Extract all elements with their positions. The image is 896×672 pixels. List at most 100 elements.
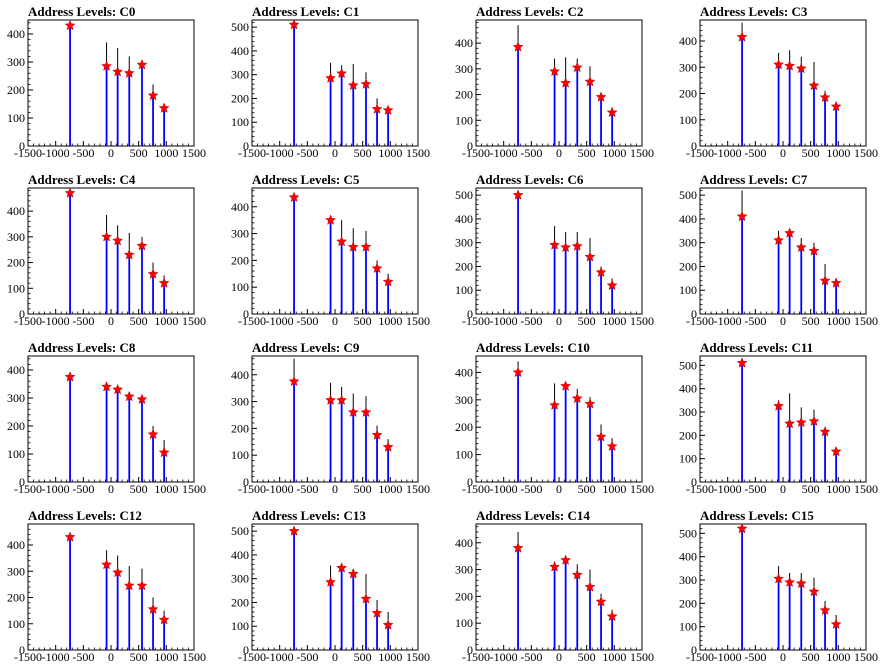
- histogram-panel: Address Levels: C13 -1500 -1000 -500 0 500 100…: [224, 504, 448, 672]
- peak-star-marker: [371, 103, 383, 114]
- x-tick-label: 500: [354, 314, 372, 328]
- y-tick-label: 300: [679, 405, 697, 419]
- peak-star-marker: [371, 607, 383, 618]
- peak-star-marker: [808, 79, 820, 91]
- x-tick-label: -500: [296, 314, 318, 328]
- peak-star-marker: [830, 445, 842, 457]
- y-tick-label: 300: [231, 572, 249, 586]
- peak-star-marker: [571, 392, 583, 404]
- peak-star-marker: [158, 446, 170, 458]
- y-tick-label: 200: [455, 420, 473, 434]
- x-tick-label: -1000: [266, 650, 294, 664]
- y-tick-label: 400: [231, 44, 249, 58]
- peak-star-marker: [382, 441, 394, 452]
- x-tick-label: -1000: [42, 482, 70, 496]
- panel-title: Address Levels: C1: [252, 4, 360, 19]
- panel-title: Address Levels: C13: [252, 508, 366, 523]
- x-tick-label: -1500: [14, 314, 42, 328]
- x-tick-label: 500: [578, 146, 596, 160]
- histogram-panel: Address Levels: C6 -1500 -1000 -500 0 500 1000…: [448, 168, 672, 336]
- y-tick-label: 0: [467, 475, 473, 489]
- x-tick-label: 1000: [154, 650, 178, 664]
- y-tick-label: 100: [231, 115, 249, 129]
- peak-star-marker: [512, 41, 524, 52]
- x-tick-label: 1500: [630, 146, 654, 160]
- plot-frame: [475, 19, 643, 147]
- peak-star-marker: [158, 102, 170, 113]
- x-tick-label: 1500: [406, 650, 430, 664]
- peak-star-marker: [325, 576, 337, 587]
- peak-star-marker: [819, 604, 831, 615]
- peak-star-marker: [571, 61, 583, 73]
- y-tick-label: 100: [455, 616, 473, 630]
- y-tick-label: 0: [691, 139, 697, 153]
- x-tick-label: -1000: [266, 482, 294, 496]
- x-tick-label: 500: [354, 146, 372, 160]
- x-tick-label: -1500: [238, 314, 266, 328]
- y-tick-label: 300: [679, 573, 697, 587]
- peak-star-marker: [101, 60, 113, 71]
- histogram-plot: -1500 -1000 -500 0 500 1000 1500 0 100 200 300 400: [679, 19, 878, 160]
- x-tick-label: 1000: [602, 650, 626, 664]
- x-tick-label: -1500: [462, 482, 490, 496]
- x-tick-label: -1500: [686, 146, 714, 160]
- peak-star-marker: [773, 400, 785, 411]
- histogram-panel: Address Levels: C4 -1500 -1000 -500 0 500 1000…: [0, 168, 224, 336]
- plot-frame: [251, 187, 419, 315]
- histogram-panel: Address Levels: C3 -1500 -1000 -500 0 500 1000…: [672, 0, 896, 168]
- histogram-panel: Address Levels: C11 -1500 -1000 -500 0 500 100…: [672, 336, 896, 504]
- peak-star-marker: [336, 562, 348, 573]
- panel-title: Address Levels: C9: [252, 340, 360, 355]
- histogram-panel: Address Levels: C15 -1500 -1000 -500 0 500 100…: [672, 504, 896, 672]
- y-tick-label: 100: [679, 113, 697, 127]
- x-tick-label: 1500: [854, 650, 878, 664]
- y-tick-label: 200: [455, 88, 473, 102]
- histogram-panel: Address Levels: C1 -1500 -1000 -500 0 500 1000…: [224, 0, 448, 168]
- x-tick-label: 0: [556, 314, 562, 328]
- x-tick-label: 1500: [182, 146, 206, 160]
- y-tick-label: 100: [7, 617, 25, 631]
- x-tick-label: -1500: [686, 482, 714, 496]
- y-tick-label: 0: [243, 643, 249, 657]
- peak-star-marker: [101, 231, 113, 242]
- peak-star-marker: [360, 406, 372, 417]
- y-tick-label: 100: [455, 448, 473, 462]
- peak-star-marker: [325, 394, 337, 405]
- x-tick-label: -1000: [266, 314, 294, 328]
- x-tick-label: 0: [108, 314, 114, 328]
- x-tick-label: 1500: [630, 650, 654, 664]
- histogram-plot: -1500 -1000 -500 0 500 1000 1500 0 100 200 300 400: [455, 523, 654, 664]
- peak-star-marker: [123, 390, 135, 402]
- x-tick-label: 0: [332, 650, 338, 664]
- peak-star-marker: [101, 381, 113, 392]
- peak-star-marker: [136, 579, 148, 591]
- y-tick-label: 200: [679, 596, 697, 610]
- plot-frame: [27, 19, 195, 147]
- y-tick-label: 0: [243, 307, 249, 321]
- panel-title: Address Levels: C5: [252, 172, 360, 187]
- peak-star-marker: [360, 78, 372, 89]
- x-tick-label: -500: [520, 482, 542, 496]
- histogram-panel: Address Levels: C9 -1500 -1000 -500 0 500 1000…: [224, 336, 448, 504]
- y-tick-label: 200: [679, 259, 697, 273]
- x-tick-label: -500: [520, 314, 542, 328]
- x-tick-label: -500: [520, 146, 542, 160]
- peak-star-marker: [830, 618, 842, 629]
- x-tick-label: 500: [354, 482, 372, 496]
- y-tick-label: 400: [455, 212, 473, 226]
- histogram-plot: -1500 -1000 -500 0 500 1000 1500 0 100 200 300 400 5…: [679, 355, 878, 496]
- x-tick-label: 500: [578, 482, 596, 496]
- y-tick-label: 0: [243, 139, 249, 153]
- x-tick-label: 1000: [826, 650, 850, 664]
- x-tick-label: 1000: [602, 482, 626, 496]
- x-tick-label: -1500: [14, 146, 42, 160]
- peak-star-marker: [64, 187, 76, 198]
- peak-star-marker: [584, 581, 596, 592]
- peak-star-marker: [64, 19, 76, 31]
- x-tick-label: -1000: [266, 146, 294, 160]
- x-tick-label: 1000: [378, 314, 402, 328]
- peak-star-marker: [549, 561, 561, 572]
- x-tick-label: 1000: [378, 146, 402, 160]
- y-tick-label: 0: [691, 475, 697, 489]
